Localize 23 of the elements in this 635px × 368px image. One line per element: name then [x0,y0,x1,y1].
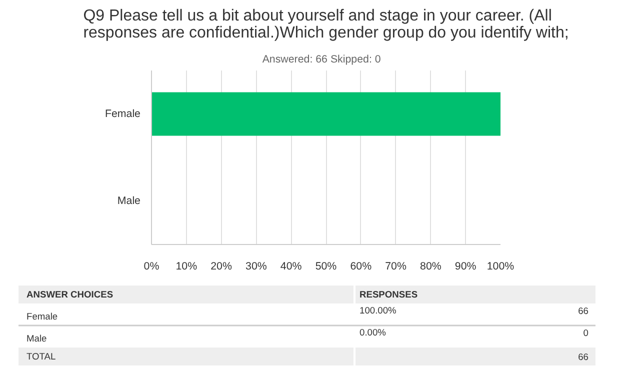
text: 66 [578,352,589,362]
text: 0.00% [360,328,386,338]
text: ANSWER CHOICES [26,290,114,300]
x-tick-label: 30% [246,260,268,272]
text: RESPONSES [360,290,418,300]
chart-title: Q9 Please tell us a bit about yourself and stage in your career. (All responses are confidential.)Which gender group do you identify with; [83,8,569,42]
category-label: Female [26,312,58,322]
x-tick-label: 60% [350,260,372,272]
x-tick-label: 20% [210,260,232,272]
x-tick-label: 80% [420,260,442,272]
x-tick-label: 0% [144,260,160,272]
category-label: Male [26,334,47,344]
chart-subtitle: Answered: 66 Skipped: 0 [262,54,381,66]
x-tick-label: 70% [385,260,407,272]
text: 66 [578,306,589,316]
x-tick-label: 50% [315,260,338,272]
text: TOTAL [26,352,56,362]
x-tick-label: 10% [176,260,198,272]
text: 100.00% [360,306,396,316]
x-tick-label: 90% [454,260,477,272]
x-tick-label: 100% [486,260,515,272]
x-tick-label: 40% [280,260,302,272]
text: 0 [583,328,589,338]
